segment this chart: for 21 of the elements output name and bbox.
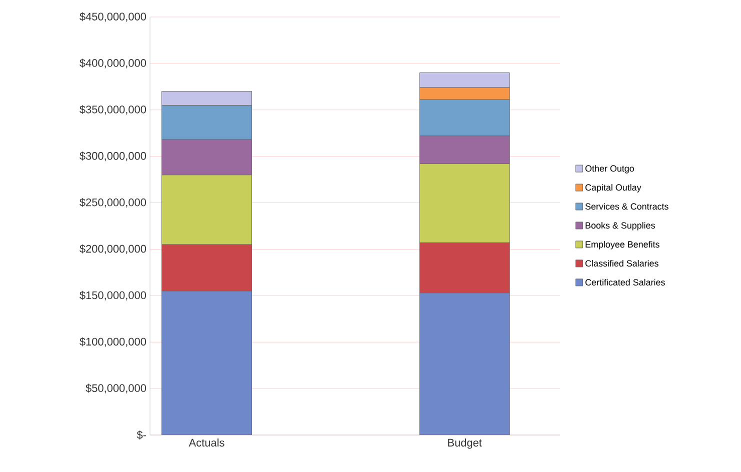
bar [161,290,252,435]
y-tick-label: $- [136,430,146,440]
legend-label: Services & Contracts [585,203,668,210]
y-tick-label: $350,000,000 [80,105,146,115]
legend-label: Employee Benefits [586,240,660,250]
y-tick-label: $150,000,000 [80,290,146,300]
legend-label: Capital Outlay [585,184,642,192]
legend-label: Certificated Salaries [585,278,665,286]
legend-label: Books & Supplies [586,222,655,230]
y-tick-label: $250,000,000 [80,198,146,208]
bar [419,292,510,435]
legend-label: Other Outgo [585,165,634,174]
x-tick-label: Actuals [188,438,224,447]
legend-label: Classified Salaries [585,260,658,267]
y-tick-label: $400,000,000 [80,58,146,68]
y-tick-label: $100,000,000 [80,337,146,347]
y-tick-label: $200,000,000 [80,244,146,254]
y-tick-label: $50,000,000 [86,384,146,394]
x-tick-label: Budget [448,438,482,449]
y-tick-label: $450,000,000 [80,12,146,22]
y-tick-label: $300,000,000 [80,152,146,162]
